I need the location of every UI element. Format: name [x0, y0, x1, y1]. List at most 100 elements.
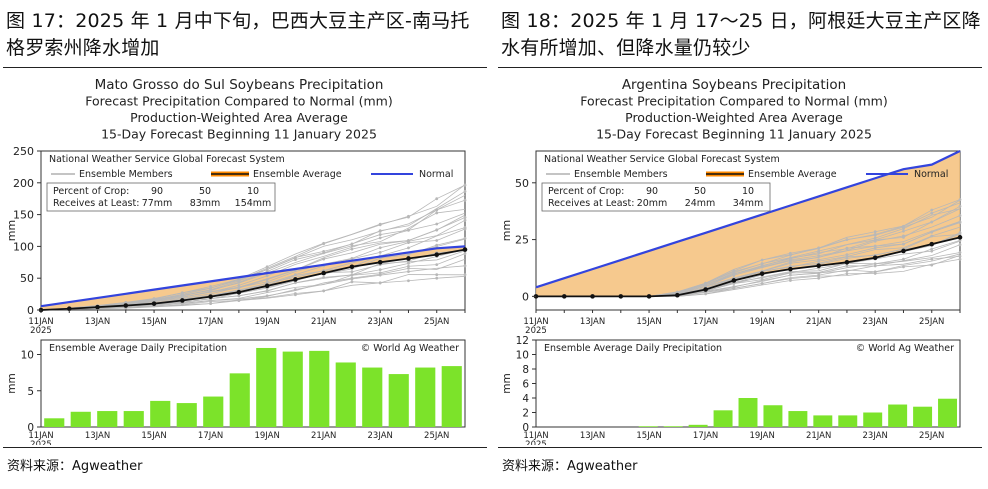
daily-precip-bar [938, 398, 958, 427]
daily-precip-bar [688, 424, 708, 427]
stats-amount-value: 83mm [190, 198, 221, 209]
ensemble-member-point [760, 258, 764, 262]
bar-chart-title: Ensemble Average Daily Precipitation [49, 343, 227, 354]
ensemble-average-point [901, 248, 906, 254]
bar-y-tick-label: 4 [522, 393, 529, 405]
ensemble-member-point [760, 276, 764, 280]
bar-x-tick-label: 23JAN [863, 431, 888, 441]
x-tick-label: 17JAN [693, 317, 718, 327]
ensemble-member-point [873, 244, 877, 248]
ensemble-average-point [675, 292, 680, 298]
ensemble-member-point [265, 280, 269, 284]
daily-precip-bar [888, 404, 908, 427]
figure-17-caption: 图 17：2025 年 1 月中下旬，巴西大豆主产区-南马托格罗索州降水增加 [6, 10, 470, 59]
daily-precip-bar [229, 373, 250, 427]
bar-x-year-label: 2025 [525, 440, 547, 445]
ensemble-member-point [845, 272, 849, 276]
bar-chart-credit: © World Ag Weather [856, 343, 954, 354]
x-year-label: 2025 [30, 326, 52, 336]
ensemble-average-point [349, 264, 355, 270]
ensemble-member-point [463, 273, 467, 277]
ensemble-member-point [817, 258, 821, 262]
ensemble-member-point [378, 233, 382, 236]
bar-x-tick-label: 21JAN [311, 431, 336, 441]
bar-y-axis-label: mm [501, 373, 513, 393]
y-tick-label: 100 [13, 240, 34, 253]
x-tick-label: 13JAN [580, 317, 605, 327]
legend-normal-label: Normal [914, 169, 948, 180]
ensemble-average-point [95, 304, 100, 310]
legend-members-label: Ensemble Members [574, 169, 668, 180]
ensemble-member-point [435, 263, 439, 267]
x-tick-label: 25JAN [424, 317, 449, 327]
ensemble-average-point [957, 235, 963, 240]
chart-title-line: Forecast Precipitation Compared to Norma… [580, 94, 887, 109]
ensemble-member-point [873, 236, 877, 240]
percentile-stats-box [46, 182, 276, 212]
ensemble-member-point [789, 251, 792, 255]
stats-row-percent-label: Percent of Crop: [548, 186, 624, 197]
ensemble-member-point [407, 215, 410, 219]
x-tick-label: 23JAN [368, 317, 393, 327]
bar-y-tick-label: 0 [522, 422, 529, 434]
daily-precip-bar [441, 366, 462, 427]
bar-x-tick-label: 15JAN [141, 431, 166, 441]
ensemble-member-point [704, 281, 707, 285]
ensemble-member-line [40, 253, 466, 311]
ensemble-average-line [40, 248, 466, 311]
bar-x-tick-label: 13JAN [580, 431, 605, 441]
ensemble-member-point [873, 230, 877, 234]
stats-percent-value: 90 [151, 186, 163, 197]
ensemble-member-point [322, 249, 326, 253]
figure-18-source: 资料来源：Agweather [502, 459, 638, 474]
y-axis-label: mm [5, 220, 18, 241]
bar-x-tick-label: 11JAN [523, 431, 548, 441]
bar-x-tick-label: 25JAN [424, 431, 449, 441]
ensemble-average-point [844, 260, 850, 265]
x-tick-label: 17JAN [198, 317, 223, 327]
bar-chart-credit: © World Ag Weather [361, 343, 459, 354]
daily-precip-bar [203, 396, 224, 427]
stats-amount-value: 34mm [733, 198, 764, 209]
bar-y-tick-label: 8 [522, 364, 529, 376]
ensemble-average-point [929, 241, 935, 247]
forecast-system-label: National Weather Service Global Forecast… [544, 154, 780, 165]
percentile-stats-box [541, 182, 771, 212]
daily-precip-bar [388, 374, 409, 427]
x-tick-label: 11JAN [523, 317, 548, 327]
ensemble-member-point [902, 235, 905, 239]
ensemble-member-point [350, 280, 354, 284]
ensemble-member-point [378, 271, 382, 275]
stats-amount-value: 24mm [685, 198, 716, 209]
ensemble-member-point [930, 249, 934, 253]
ensemble-member-point [817, 249, 821, 253]
ensemble-member-point [930, 234, 934, 238]
ensemble-member-point [350, 256, 354, 260]
ensemble-member-point [435, 211, 439, 215]
ensemble-member-point [407, 266, 410, 270]
ensemble-average-point [561, 294, 567, 299]
ensemble-member-point [265, 265, 269, 269]
bar-y-tick-label: 10 [21, 350, 34, 362]
x-tick-label: 19JAN [254, 317, 279, 327]
stats-percent-value: 50 [199, 186, 211, 197]
ensemble-member-point [930, 263, 934, 267]
ensemble-average-point [590, 294, 595, 299]
ensemble-average-point [618, 294, 624, 299]
daily-precip-bar [663, 426, 683, 427]
ensemble-average-point [264, 283, 270, 289]
ensemble-member-point [350, 244, 354, 248]
ensemble-member-point [378, 229, 382, 233]
ensemble-member-point [902, 265, 905, 269]
y-tick-label: 150 [13, 209, 34, 222]
ensemble-average-point [293, 277, 298, 282]
ensemble-member-point [873, 270, 877, 274]
ensemble-average-point [66, 306, 72, 312]
bar-x-year-label: 2025 [30, 440, 52, 445]
bar-chart-title: Ensemble Average Daily Precipitation [544, 343, 722, 354]
chart-title-line: Mato Grosso do Sul Soybeans Precipitatio… [95, 77, 384, 93]
ensemble-average-point [180, 298, 185, 303]
ensemble-member-point [902, 257, 905, 261]
bar-y-tick-label: 5 [27, 386, 34, 398]
bar-x-tick-label: 23JAN [368, 431, 393, 441]
